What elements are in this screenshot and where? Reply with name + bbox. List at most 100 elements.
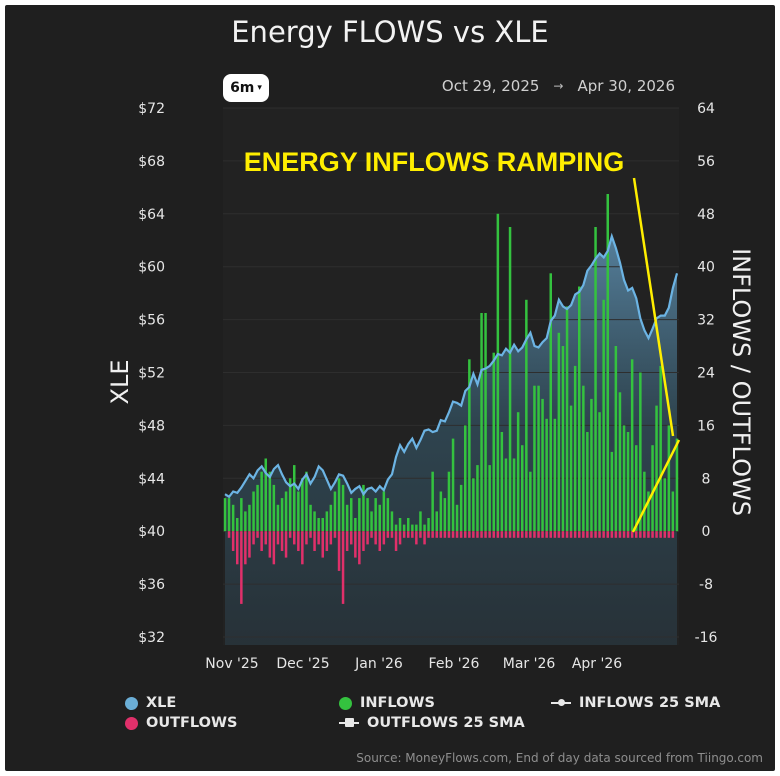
outflow-bar: [386, 531, 390, 538]
inflow-bar: [614, 346, 618, 532]
outflow-bar: [586, 531, 589, 538]
inflow-bar: [488, 465, 491, 532]
legend-inflows[interactable]: INFLOWS: [339, 695, 435, 711]
range-dropdown-button[interactable]: 6m ▾: [223, 74, 269, 102]
left-axis-tick-label: $52: [138, 366, 165, 382]
inflow-bar: [464, 425, 467, 532]
outflow-bar: [293, 531, 296, 545]
inflow-bar: [374, 498, 377, 532]
outflow-bar: [553, 531, 557, 538]
outflow-bar: [305, 531, 308, 545]
right-axis-tick-label: 64: [697, 101, 715, 117]
outflow-bar: [268, 531, 272, 558]
inflow-bar: [533, 385, 536, 532]
outflow-bar: [382, 531, 386, 545]
outflow-bar: [455, 531, 459, 538]
outflow-bar: [569, 531, 573, 538]
outflow-bar: [341, 531, 345, 604]
outflow-bar: [598, 531, 601, 538]
date-end[interactable]: Apr 30, 2026: [577, 77, 675, 95]
outflow-bar: [590, 531, 593, 538]
inflow-bar: [345, 504, 349, 532]
inflow-bar: [525, 299, 528, 532]
outflow-bar: [557, 531, 561, 538]
outflow-bar: [398, 531, 402, 545]
legend-outflows-sma[interactable]: OUTFLOWS 25 SMA: [339, 715, 525, 731]
inflow-bar: [419, 511, 422, 532]
outflow-bar: [516, 531, 520, 538]
outflow-bar: [297, 531, 300, 551]
inflow-bar: [630, 359, 634, 532]
outflow-bar: [423, 531, 426, 545]
inflow-bar: [626, 432, 630, 532]
inflow-bar: [492, 352, 495, 532]
outflow-bar: [512, 531, 516, 538]
outflow-bar: [329, 531, 333, 545]
outflow-bar: [659, 531, 662, 538]
outflow-bar: [663, 531, 666, 538]
inflow-bar: [443, 498, 447, 532]
inflow-bar: [350, 498, 353, 532]
inflow-bar: [256, 484, 259, 532]
inflow-bar: [227, 498, 231, 532]
outflow-bar: [630, 531, 634, 538]
right-axis-tick-label: 40: [697, 260, 715, 276]
outflow-bar: [545, 531, 548, 538]
outflow-bar: [667, 531, 671, 538]
inflow-bar: [496, 213, 500, 532]
square-line-icon: [339, 717, 359, 729]
inflow-bar: [553, 418, 557, 532]
outflow-bar: [374, 531, 377, 545]
outflow-bar: [415, 531, 418, 545]
inflow-bar: [459, 484, 463, 532]
inflow-bar: [508, 227, 512, 532]
inflow-bar: [480, 313, 483, 532]
outflow-bar: [468, 531, 471, 538]
inflow-bar: [476, 465, 479, 532]
flow-bars: [223, 194, 679, 604]
outflow-bar: [333, 531, 337, 538]
inflow-bar: [268, 471, 272, 532]
inflow-bar: [663, 478, 666, 532]
inflow-bar: [516, 412, 520, 532]
outflow-bar: [537, 531, 540, 538]
outflow-bar: [276, 531, 280, 545]
x-axis-tick-label: Mar '26: [503, 656, 556, 672]
inflow-bar: [411, 524, 414, 532]
left-axis-tick-label: $72: [138, 101, 165, 117]
inflow-bar: [272, 484, 276, 532]
inflow-bar: [264, 458, 267, 532]
inflow-bar: [280, 498, 284, 532]
outflow-bar: [427, 531, 430, 538]
outflow-bar: [248, 531, 251, 558]
inflow-bar: [573, 365, 577, 532]
outflow-bar: [561, 531, 565, 538]
date-start[interactable]: Oct 29, 2025: [441, 77, 540, 95]
inflow-bar: [252, 491, 255, 532]
right-axis-tick-label: 56: [697, 154, 715, 170]
inflow-bar: [321, 518, 324, 532]
x-axis-tick-label: Jan '26: [354, 656, 403, 672]
inflow-bar: [248, 504, 251, 532]
outflow-bar: [366, 531, 369, 545]
outflow-bar: [244, 531, 247, 565]
outflow-bar: [264, 531, 267, 545]
right-axis-tick-label: 8: [702, 471, 711, 487]
right-axis-tick-label: 24: [697, 366, 715, 382]
inflow-bar: [659, 365, 662, 532]
left-axis-tick-label: $56: [138, 313, 165, 329]
range-label: 6m: [230, 80, 255, 96]
legend-outflows[interactable]: OUTFLOWS: [125, 715, 237, 731]
outflow-bar: [626, 531, 630, 538]
inflow-bar: [565, 306, 569, 532]
legend-xle[interactable]: XLE: [125, 695, 176, 711]
inflow-bar: [647, 491, 650, 532]
legend-inflows-sma[interactable]: INFLOWS 25 SMA: [551, 695, 720, 711]
right-axis-tick-label: 32: [697, 313, 715, 329]
date-range[interactable]: Oct 29, 2025 → Apr 30, 2026: [442, 77, 675, 95]
outflow-bar: [240, 531, 243, 604]
right-axis-tick-label: -16: [695, 630, 718, 646]
outflow-bar: [227, 531, 231, 538]
inflow-bar: [610, 451, 614, 532]
